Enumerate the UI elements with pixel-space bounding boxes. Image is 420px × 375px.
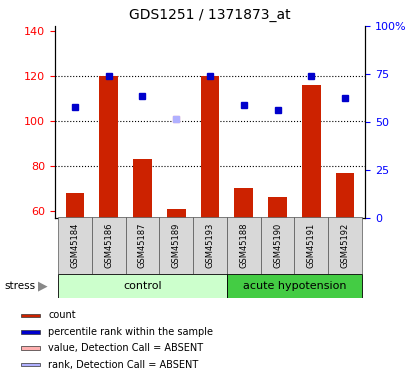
Bar [336, 172, 354, 217]
Bar [159, 217, 193, 274]
Bar [227, 217, 261, 274]
Text: value, Detection Call = ABSENT: value, Detection Call = ABSENT [48, 343, 204, 353]
Text: rank, Detection Call = ABSENT: rank, Detection Call = ABSENT [48, 360, 199, 370]
Text: GSM45188: GSM45188 [239, 223, 248, 268]
Text: GSM45186: GSM45186 [104, 223, 113, 268]
Bar [201, 76, 219, 217]
Bar [234, 188, 253, 218]
Text: GSM45192: GSM45192 [341, 223, 349, 268]
Bar [21, 330, 40, 334]
Bar [100, 76, 118, 217]
Bar [302, 85, 320, 218]
Text: percentile rank within the sample: percentile rank within the sample [48, 327, 213, 337]
Text: count: count [48, 310, 76, 321]
Text: acute hypotension: acute hypotension [243, 281, 346, 291]
Text: GSM45191: GSM45191 [307, 223, 316, 268]
Bar [268, 197, 287, 217]
Bar [167, 209, 186, 218]
Bar [193, 217, 227, 274]
Bar [133, 159, 152, 218]
Bar [21, 363, 40, 366]
Bar [21, 314, 40, 317]
Text: GSM45189: GSM45189 [172, 223, 181, 268]
Bar [261, 217, 294, 274]
Text: GSM45190: GSM45190 [273, 223, 282, 268]
Bar [227, 274, 362, 298]
Text: GSM45193: GSM45193 [205, 223, 215, 268]
Text: GSM45184: GSM45184 [71, 223, 79, 268]
Bar [294, 217, 328, 274]
Text: ▶: ▶ [38, 279, 47, 292]
Bar [58, 274, 227, 298]
Bar [328, 217, 362, 274]
Bar [92, 217, 126, 274]
Text: stress: stress [4, 281, 35, 291]
Text: control: control [123, 281, 162, 291]
Bar [58, 217, 92, 274]
Text: GSM45187: GSM45187 [138, 223, 147, 268]
Bar [66, 193, 84, 217]
Bar [21, 346, 40, 350]
Title: GDS1251 / 1371873_at: GDS1251 / 1371873_at [129, 9, 291, 22]
Bar [126, 217, 159, 274]
